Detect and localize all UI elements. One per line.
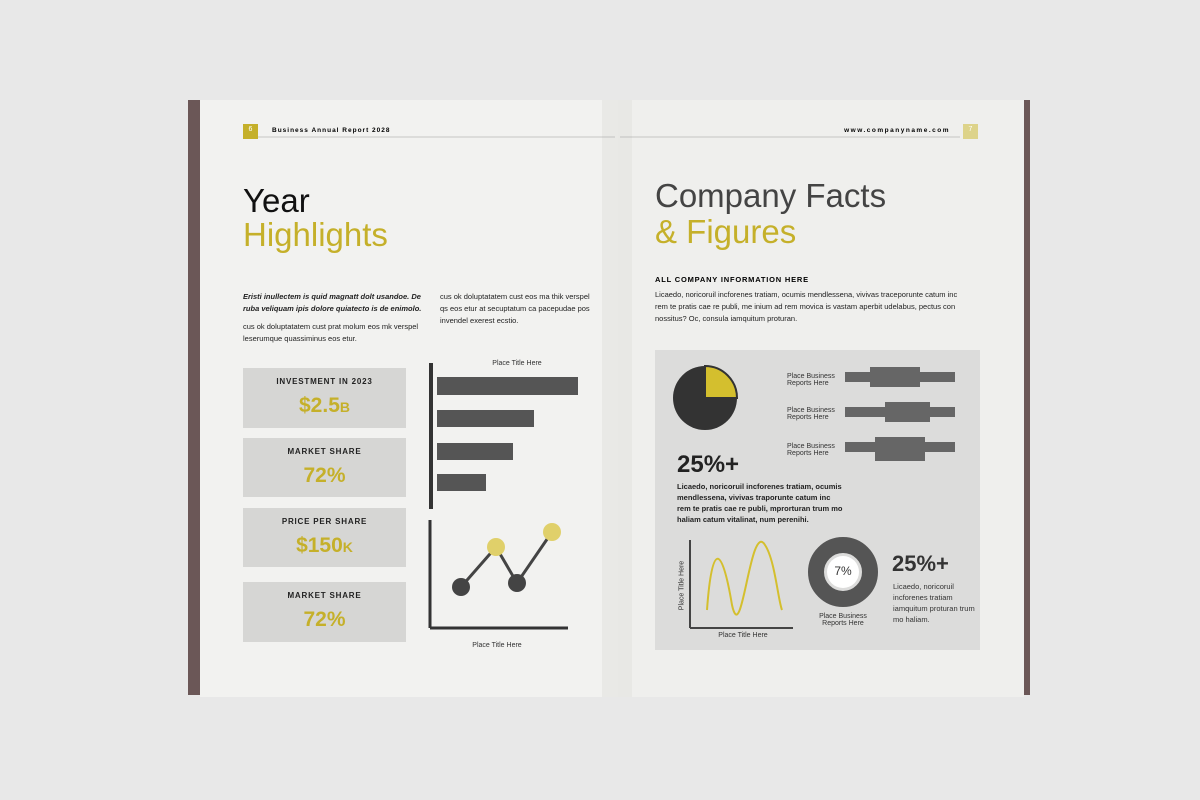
stat-card: PRICE PER SHARE $150K bbox=[243, 508, 406, 567]
stat-value: 72% bbox=[303, 608, 346, 631]
stat-label: PRICE PER SHARE bbox=[281, 517, 368, 526]
stat-label: INVESTMENT IN 2023 bbox=[276, 377, 373, 386]
chart-label: Place Business Reports Here bbox=[819, 613, 867, 627]
stat-text: Licaedo, noricoruil incforenes tratiam, … bbox=[677, 482, 843, 524]
stat-card: INVESTMENT IN 2023 $2.5B bbox=[243, 368, 406, 428]
stat-label: MARKET SHARE bbox=[287, 447, 362, 456]
stat-value: $150 bbox=[296, 534, 343, 557]
stat-card: MARKET SHARE 72% bbox=[243, 582, 406, 642]
header: www.companyname.com bbox=[844, 127, 950, 134]
stat-text: Licaedo, noricoruil incforenes tratiam i… bbox=[893, 582, 975, 624]
stat-value: $2.5 bbox=[299, 394, 340, 417]
column-text: cus ok doluptatatem cust eos ma thik ver… bbox=[440, 292, 590, 325]
chart-label: Place Business Reports Here bbox=[787, 407, 835, 421]
intro: Eristi inullectem is quid magnatt dolt u… bbox=[243, 292, 422, 313]
title: & Figures bbox=[655, 213, 797, 250]
chart-title: Place Title Here bbox=[492, 360, 542, 367]
stat-unit: B bbox=[339, 399, 350, 415]
title: Year bbox=[243, 182, 310, 219]
subheading: ALL COMPANY INFORMATION HERE bbox=[655, 275, 809, 284]
stat-value: 25%+ bbox=[892, 551, 949, 576]
page-number: 7 bbox=[968, 126, 973, 133]
chart-label: Place Business Reports Here bbox=[787, 373, 835, 387]
page-number: 6 bbox=[248, 126, 253, 133]
chart-label: Place Business Reports Here bbox=[787, 443, 835, 457]
donut-value: 7% bbox=[834, 564, 852, 578]
intro: cus ok doluptatatem cust prat molum eos … bbox=[243, 322, 419, 343]
header: Business Annual Report 2028 bbox=[272, 127, 391, 134]
stat-label: MARKET SHARE bbox=[287, 591, 362, 600]
title: Company Facts bbox=[655, 177, 887, 214]
intro: Licaedo, noricoruil incforenes tratiam, … bbox=[655, 290, 958, 323]
stat-value: 72% bbox=[303, 464, 346, 487]
chart-title: Place Title Here bbox=[472, 642, 522, 649]
stat-card: MARKET SHARE 72% bbox=[243, 438, 406, 497]
stat-unit: K bbox=[342, 539, 353, 555]
stat-value: 25%+ bbox=[677, 451, 740, 478]
title: Highlights bbox=[243, 216, 388, 253]
axis-title: Place Title Here bbox=[718, 632, 768, 639]
axis-title: Place Title Here bbox=[678, 560, 686, 611]
